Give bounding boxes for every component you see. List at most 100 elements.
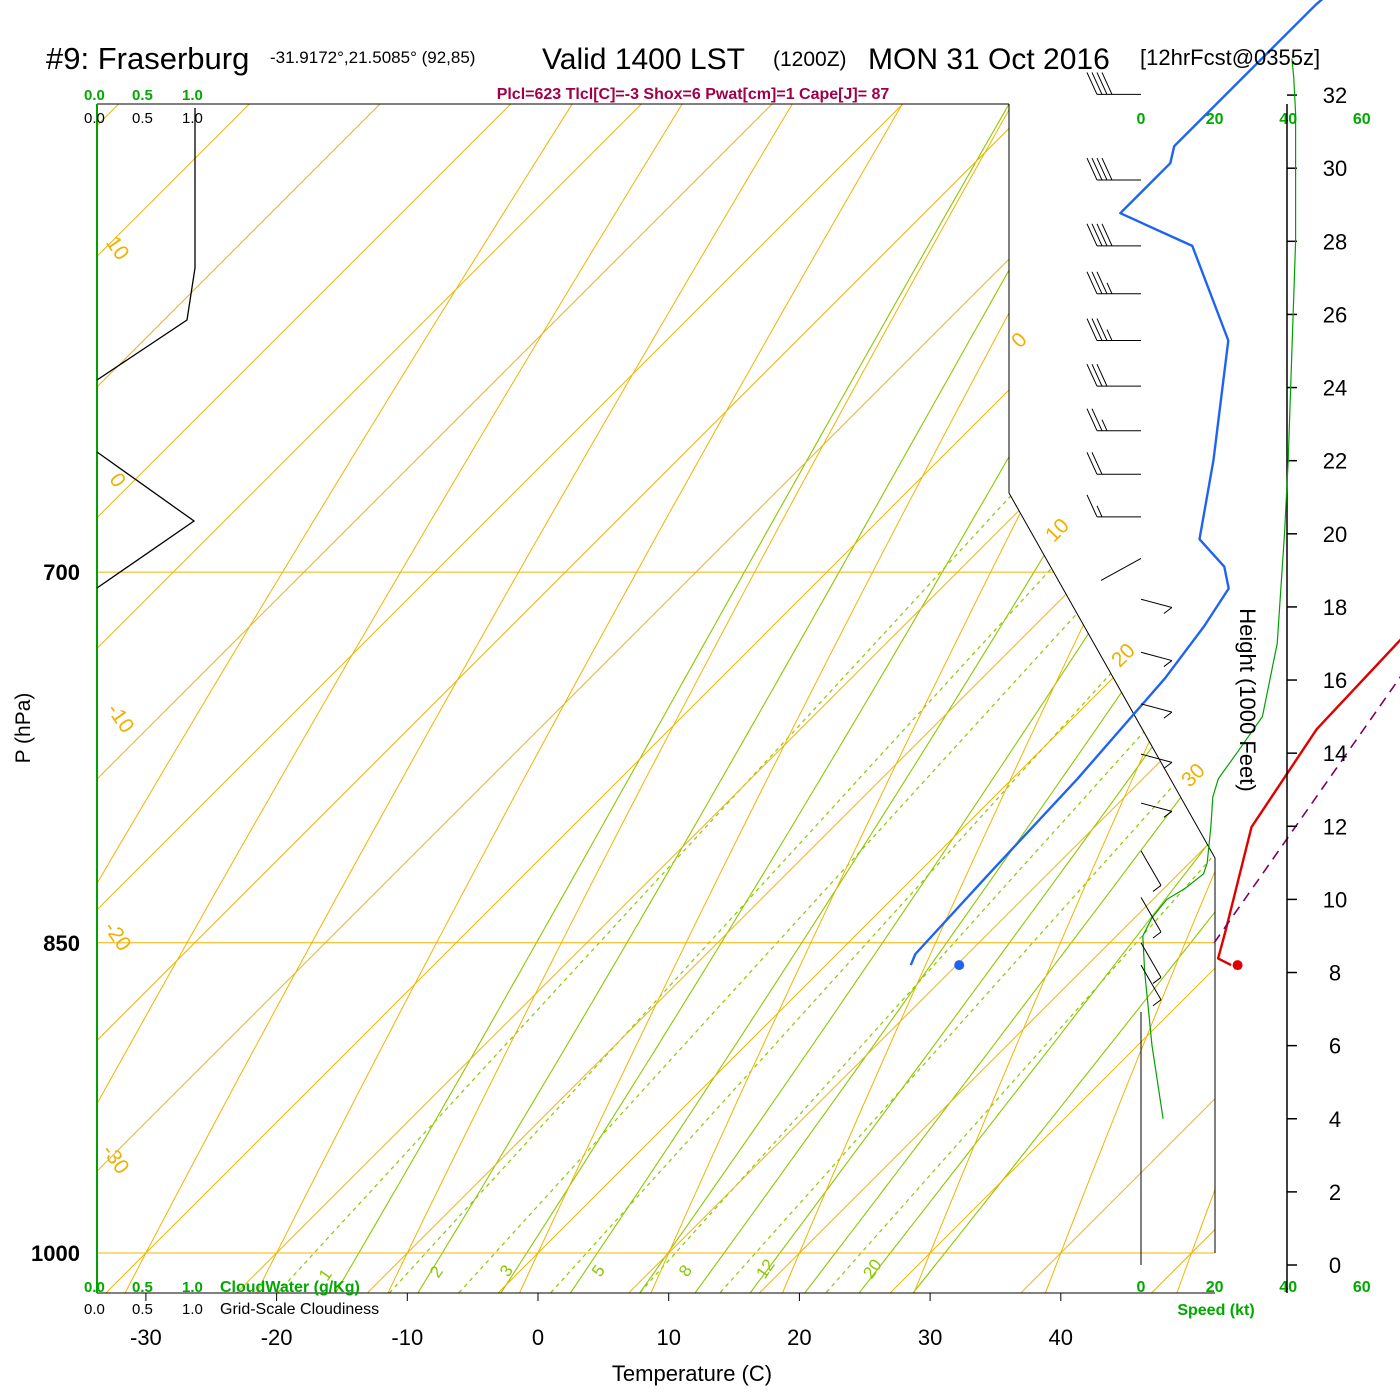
wind-barb-feather (1086, 157, 1098, 181)
surface-temperature-dot (1232, 960, 1243, 971)
height-tick-label: 30 (1323, 156, 1347, 181)
cloud-water-tick-bottom-2: 1.0 (182, 1279, 203, 1296)
speed-tick-label-bottom: 0 (1137, 1279, 1146, 1296)
wind-barb-flag (1152, 885, 1162, 892)
moist-adiabat-line (747, 104, 1215, 1293)
height-tick-label: 0 (1329, 1253, 1341, 1278)
height-tick-label: 2 (1329, 1180, 1341, 1205)
moist-adiabat-line (329, 104, 1215, 1293)
wind-barb-feather (1101, 72, 1113, 95)
wind-barb-staff (1140, 651, 1173, 662)
moist-adiabat-line (538, 104, 1215, 1293)
wind-barb-feather (1086, 318, 1098, 341)
wind-barb-half-feather (1101, 419, 1108, 431)
height-tick-label: 16 (1323, 668, 1347, 693)
wind-barb-feather (1086, 363, 1098, 387)
isotherm-label: -10 (102, 699, 138, 737)
parcel-line (1213, 676, 1400, 944)
wind-barb-feather (1091, 157, 1103, 181)
height-tick-label: 20 (1323, 522, 1347, 547)
wind-barb (1140, 850, 1162, 892)
x-axis-label: Temperature (C) (612, 1361, 772, 1386)
x-axis-tick-label: 10 (656, 1325, 680, 1350)
wind-barb-feather (1086, 408, 1098, 431)
height-tick-label: 32 (1323, 83, 1347, 108)
wind-barb-feather (1101, 157, 1113, 181)
mixing-ratio-line (228, 104, 1215, 1293)
cloudiness-tick-bottom-0: 0.0 (84, 1301, 105, 1318)
wind-barb-flag (1163, 711, 1173, 719)
station-title: #9: Fraserburg (46, 41, 249, 76)
cloudiness-profile-upper (96, 108, 196, 381)
dry-adiabat-line (454, 104, 1215, 1293)
cloud-water-tick-bottom-1: 0.5 (132, 1279, 153, 1296)
moist-adiabat-line (473, 104, 1215, 1293)
wind-barb-flag (1163, 761, 1173, 769)
dewpoint-line (909, 0, 1324, 966)
height-tick-label: 6 (1329, 1034, 1341, 1059)
wind-barb-staff (1100, 558, 1142, 581)
wind-barb-flag (1152, 931, 1162, 939)
x-axis-tick-label: -10 (391, 1325, 423, 1350)
speed-tick-label-top: 40 (1279, 111, 1297, 128)
dry-adiabat-line (857, 104, 1215, 1293)
pressure-tick-label: 700 (43, 560, 80, 585)
moist-adiabat-line (590, 104, 1215, 1293)
moist-adiabat-line (800, 104, 1215, 1293)
wind-barb-staff (1140, 964, 1162, 1001)
cloud-water-tick-top-2: 1.0 (182, 87, 203, 104)
pressure-tick-label: 1000 (31, 1241, 80, 1266)
speed-tick-label-bottom: 20 (1206, 1279, 1224, 1296)
wind-barb-half-feather (1096, 505, 1103, 518)
wind-barb-flag (1163, 607, 1173, 614)
x-axis-tick-label: 30 (918, 1325, 942, 1350)
x-axis-tick-label: -20 (261, 1325, 293, 1350)
wind-barb-feather (1091, 452, 1103, 475)
wind-barb (1140, 897, 1162, 939)
y-axis-label: P (hPa) (12, 693, 35, 764)
mixing-ratio-line (778, 104, 1215, 1293)
cloudiness-tick-top-0: 0.0 (84, 110, 105, 127)
isotherm-label: 20 (1107, 639, 1140, 672)
speed-tick-label-top: 20 (1206, 111, 1224, 128)
dry-adiabat-line (97, 104, 1215, 1293)
isotherm-line (225, 104, 1215, 1293)
mixing-ratio-label: 8 (675, 1262, 696, 1281)
speed-tick-label-top: 0 (1137, 111, 1146, 128)
dry-adiabat-line (991, 104, 1215, 1293)
height-tick-label: 28 (1323, 229, 1347, 254)
wind-barb-staff (1140, 942, 1162, 978)
isotherm-label: 30 (1177, 759, 1210, 792)
cloudiness-tick-bottom-2: 1.0 (182, 1301, 203, 1318)
wind-barb-feather (1096, 271, 1108, 294)
wind-barb (1140, 703, 1173, 719)
cloudiness-label: Grid-Scale Cloudiness (220, 1301, 379, 1318)
cloud-water-label: CloudWater (g/Kg) (220, 1279, 360, 1296)
isotherm-line (617, 104, 1215, 1293)
height-tick-label: 14 (1323, 741, 1347, 766)
wind-barb-flag (1152, 977, 1162, 984)
cloudiness-profile-lower (96, 451, 196, 589)
wind-barb-feather (1096, 318, 1108, 341)
surface-dewpoint-dot (954, 960, 965, 971)
wind-barb (1140, 598, 1173, 614)
height-tick-label: 8 (1329, 961, 1341, 986)
height-tick-label: 12 (1323, 814, 1347, 839)
wind-barb-feather (1086, 271, 1098, 294)
cloud-water-tick-top-1: 0.5 (132, 87, 153, 104)
wind-barb-flag (1163, 810, 1173, 818)
pressure-tick-label: 850 (43, 931, 80, 956)
moist-adiabat-line (251, 104, 1215, 1293)
wind-barb (1086, 72, 1141, 95)
moist-adiabat-line (643, 104, 1215, 1293)
wind-barb-feather (1086, 494, 1098, 518)
wind-barb (1100, 558, 1142, 581)
valid-date: MON 31 Oct 2016 (868, 43, 1110, 76)
cloud-water-tick-top-0: 0.0 (84, 87, 105, 104)
